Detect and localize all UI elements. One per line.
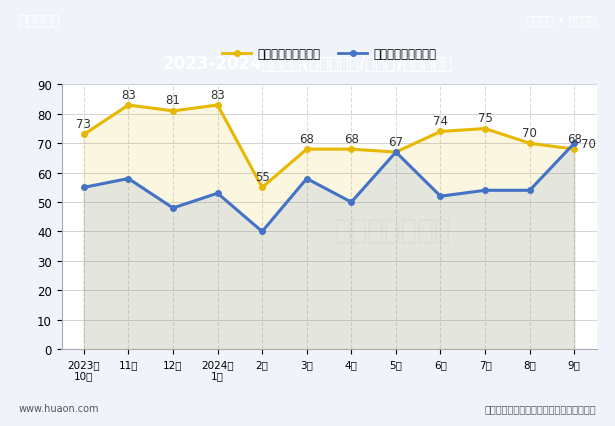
Text: 83: 83 [210, 88, 225, 101]
Legend: 出口总额（亿美元）, 进口总额（亿美元）: 出口总额（亿美元）, 进口总额（亿美元） [217, 43, 441, 66]
Text: 68: 68 [567, 132, 582, 145]
进口总额（亿美元） [437, 194, 444, 199]
出口总额（亿美元） [125, 103, 132, 108]
Line: 出口总额（亿美元）: 出口总额（亿美元） [81, 103, 577, 191]
出口总额（亿美元） [214, 103, 221, 108]
出口总额（亿美元） [526, 141, 533, 147]
Text: 74: 74 [433, 115, 448, 128]
Text: 专业严谨 • 客观科学: 专业严谨 • 客观科学 [526, 15, 597, 28]
Text: 73: 73 [76, 118, 91, 131]
Text: 2023-2024年四川省(境内目的地/货源地)进、出口额: 2023-2024年四川省(境内目的地/货源地)进、出口额 [162, 55, 453, 73]
出口总额（亿美元） [392, 150, 400, 155]
Text: 70: 70 [522, 127, 537, 139]
Text: 55: 55 [255, 170, 269, 184]
进口总额（亿美元） [526, 188, 533, 193]
出口总额（亿美元） [482, 127, 489, 132]
Text: 数据来源：中国海关、华经产业研究院整理: 数据来源：中国海关、华经产业研究院整理 [485, 403, 597, 413]
出口总额（亿美元） [169, 109, 177, 114]
出口总额（亿美元） [303, 147, 311, 153]
Text: 81: 81 [165, 94, 180, 107]
Text: 70: 70 [581, 138, 596, 150]
进口总额（亿美元） [303, 176, 311, 181]
进口总额（亿美元） [347, 200, 355, 205]
出口总额（亿美元） [437, 130, 444, 135]
Text: www.huaon.com: www.huaon.com [18, 403, 99, 413]
Text: 68: 68 [300, 132, 314, 145]
出口总额（亿美元） [571, 147, 578, 153]
Text: 华经产业研究院: 华经产业研究院 [335, 216, 451, 245]
进口总额（亿美元） [80, 185, 87, 190]
Text: 67: 67 [389, 135, 403, 148]
出口总额（亿美元） [80, 132, 87, 138]
Text: 华经情报网: 华经情报网 [18, 14, 60, 28]
进口总额（亿美元） [482, 188, 489, 193]
出口总额（亿美元） [258, 185, 266, 190]
Text: 75: 75 [478, 112, 493, 125]
Text: 83: 83 [121, 88, 136, 101]
Text: 68: 68 [344, 132, 359, 145]
Line: 进口总额（亿美元）: 进口总额（亿美元） [81, 141, 577, 235]
进口总额（亿美元） [258, 229, 266, 234]
进口总额（亿美元） [214, 191, 221, 196]
进口总额（亿美元） [571, 141, 578, 147]
进口总额（亿美元） [125, 176, 132, 181]
进口总额（亿美元） [169, 206, 177, 211]
进口总额（亿美元） [392, 150, 400, 155]
出口总额（亿美元） [347, 147, 355, 153]
